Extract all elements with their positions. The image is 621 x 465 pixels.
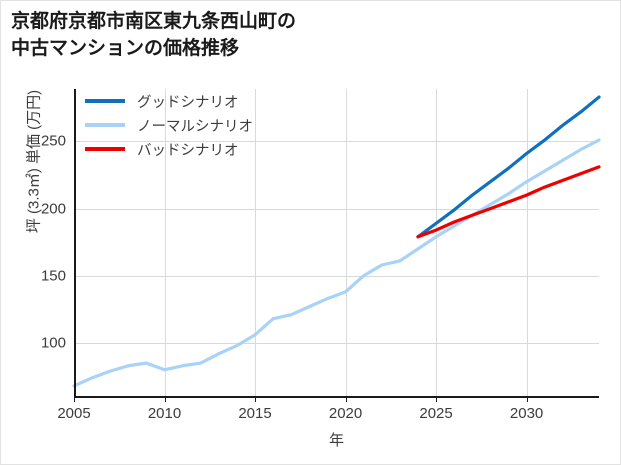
x-tick-label: 2020 — [328, 405, 363, 422]
x-tick-mark — [345, 398, 347, 402]
legend-label: グッドシナリオ — [137, 94, 239, 111]
x-tick-mark — [164, 398, 166, 402]
x-tick-mark — [526, 398, 528, 402]
x-tick-label: 2010 — [147, 405, 182, 422]
legend-item: グッドシナリオ — [85, 93, 253, 111]
legend-item: バッドシナリオ — [85, 141, 253, 159]
x-tick-label: 2030 — [509, 405, 544, 422]
x-tick-mark — [436, 398, 438, 402]
gridline-vertical — [345, 89, 347, 398]
y-tick-label: 100 — [40, 334, 66, 352]
y-tick-label: 150 — [40, 267, 66, 285]
x-tick-mark — [74, 398, 75, 402]
x-tick-label: 2025 — [419, 405, 453, 422]
y-axis-label: 坪 (3.3㎡) 単価 (万円) — [25, 89, 43, 234]
gridline-vertical — [255, 89, 257, 398]
gridline-vertical — [436, 89, 438, 398]
series-line — [416, 165, 601, 239]
x-tick-label: 2005 — [57, 405, 91, 422]
x-axis-label: 年 — [328, 432, 344, 449]
gridline-horizontal — [74, 342, 599, 344]
legend-label: バッドシナリオ — [137, 142, 239, 159]
plot-area — [72, 89, 601, 398]
legend-color-swatch — [85, 99, 125, 103]
y-tick-label: 250 — [40, 132, 66, 150]
legend-label: ノーマルシナリオ — [137, 118, 253, 135]
gridline-vertical — [164, 89, 166, 398]
x-tick-mark — [255, 398, 257, 402]
plot-frame — [74, 89, 599, 398]
legend-color-swatch — [85, 147, 125, 151]
gridline-horizontal — [74, 208, 599, 210]
x-tick-label: 2015 — [238, 405, 272, 422]
chart-title: 京都府京都市南区東九条西山町の 中古マンションの価格推移 — [11, 11, 297, 59]
gridline-horizontal — [74, 141, 599, 143]
gridline-horizontal — [74, 275, 599, 277]
series-lines — [72, 95, 601, 388]
series-line — [72, 138, 601, 388]
y-tick-label: 200 — [40, 200, 66, 218]
legend-color-swatch — [85, 123, 125, 127]
legend-item: ノーマルシナリオ — [85, 117, 253, 135]
gridline-vertical — [526, 89, 528, 398]
series-line — [416, 95, 601, 239]
chart-legend: グッドシナリオ ノーマルシナリオ バッドシナリオ — [85, 93, 253, 159]
